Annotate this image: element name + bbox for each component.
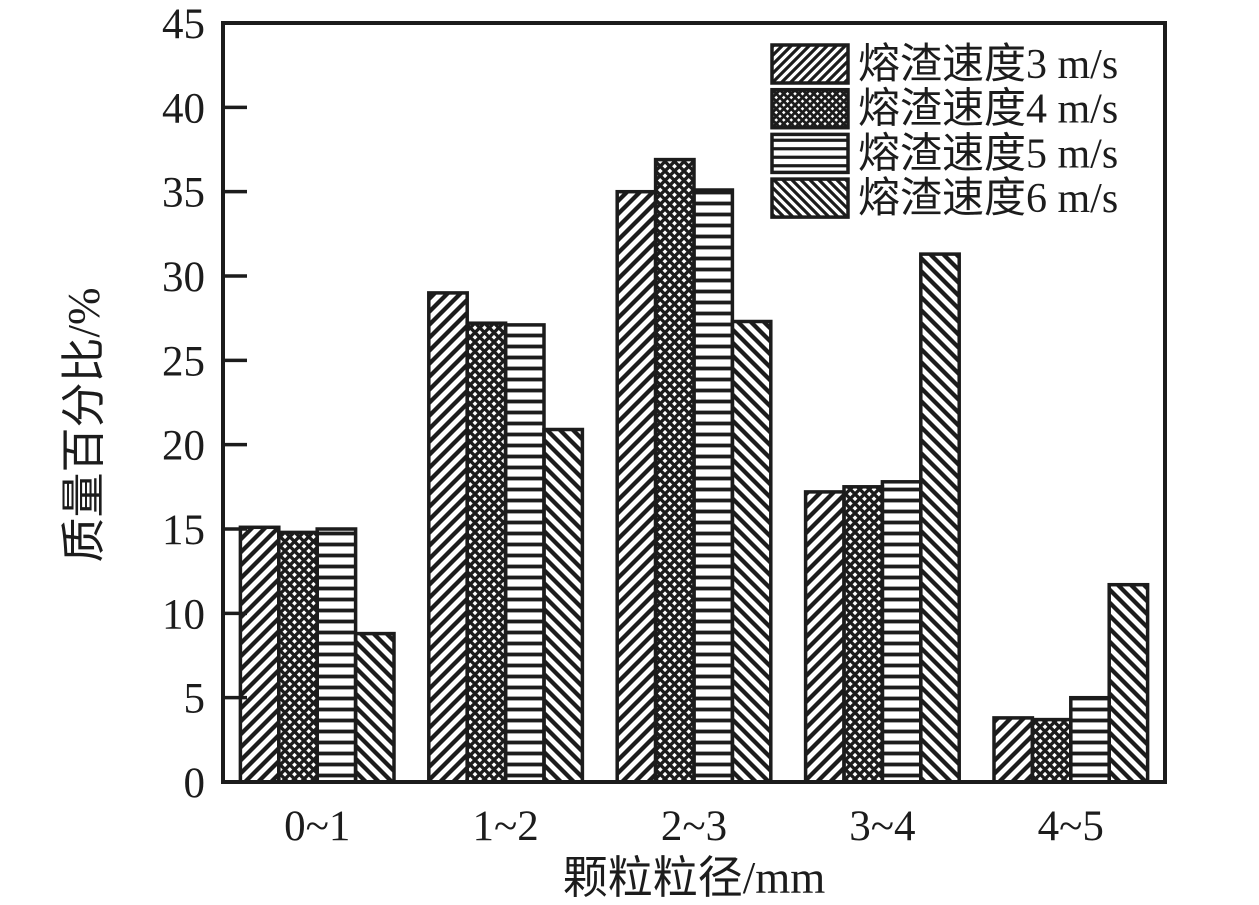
bar-series4-cat-3~4	[919, 252, 961, 784]
y-tick-label-5: 5	[184, 676, 206, 723]
y-tick-label-30: 30	[162, 254, 205, 301]
bar-series3-cat-2~3	[692, 188, 735, 784]
y-tick-label-25: 25	[162, 338, 205, 385]
x-category-label-4~5: 4~5	[1038, 803, 1104, 850]
bar-series3-cat-3~4	[880, 480, 923, 784]
x-category-label-1~2: 1~2	[472, 803, 538, 850]
bar-series2-cat-2~3	[653, 157, 696, 784]
y-tick-label-35: 35	[162, 170, 205, 217]
legend-label-series1: 熔渣速度3 m/s	[858, 41, 1118, 88]
bar-series1-cat-0~1	[238, 525, 281, 784]
plot-frame	[221, 21, 1167, 784]
bar-series2-cat-0~1	[277, 530, 319, 784]
x-category-label-0~1: 0~1	[284, 803, 350, 850]
bars-group	[238, 157, 1150, 784]
bar-series3-cat-4~5	[1069, 695, 1111, 784]
bar-series1-cat-1~2	[427, 291, 469, 784]
legend-label-series2: 熔渣速度4 m/s	[858, 86, 1118, 133]
plot-dynamic-content: 0 5 10 15 20 25 30 35 40 45 0~1 1~2 2~3 3~4 4~5 熔渣速度3 m…	[162, 1, 1167, 850]
y-tick-label-10: 10	[162, 591, 205, 638]
bar-series1-cat-3~4	[803, 490, 846, 784]
bar-series4-cat-2~3	[730, 319, 773, 784]
bar-series3-cat-1~2	[503, 323, 546, 784]
y-tick-label-0: 0	[184, 760, 206, 807]
bar-series2-cat-1~2	[465, 321, 508, 784]
bar-series1-cat-4~5	[992, 716, 1035, 784]
bar-series1-cat-2~3	[615, 189, 658, 784]
legend-label-series3: 熔渣速度5 m/s	[858, 130, 1118, 177]
x-axis-title: 颗粒粒径/mm	[563, 853, 826, 903]
bar-series2-cat-3~4	[842, 485, 885, 784]
y-axis-title: 质量百分比/%	[59, 288, 109, 563]
bar-series4-cat-4~5	[1107, 582, 1150, 784]
bar-series2-cat-4~5	[1030, 717, 1073, 784]
legend-swatch-series2	[770, 87, 850, 130]
legend-label-series4: 熔渣速度6 m/s	[858, 175, 1118, 222]
x-category-label-3~4: 3~4	[849, 803, 915, 850]
bar-series4-cat-1~2	[542, 427, 585, 784]
x-axis-category-labels: 0~1 1~2 2~3 3~4 4~5	[284, 803, 1104, 850]
y-tick-label-15: 15	[162, 507, 205, 554]
y-tick-label-40: 40	[162, 85, 205, 132]
y-tick-label-45: 45	[162, 1, 205, 48]
bar-series4-cat-0~1	[353, 631, 396, 784]
y-axis-ticks: 0 5 10 15 20 25 30 35 40 45	[162, 1, 247, 807]
x-category-label-2~3: 2~3	[661, 803, 727, 850]
legend-swatch-series3	[770, 132, 850, 175]
bar-series3-cat-0~1	[315, 527, 358, 784]
legend-swatch-series4	[770, 177, 850, 219]
legend-swatch-series1	[770, 43, 850, 85]
y-tick-label-20: 20	[162, 423, 205, 470]
